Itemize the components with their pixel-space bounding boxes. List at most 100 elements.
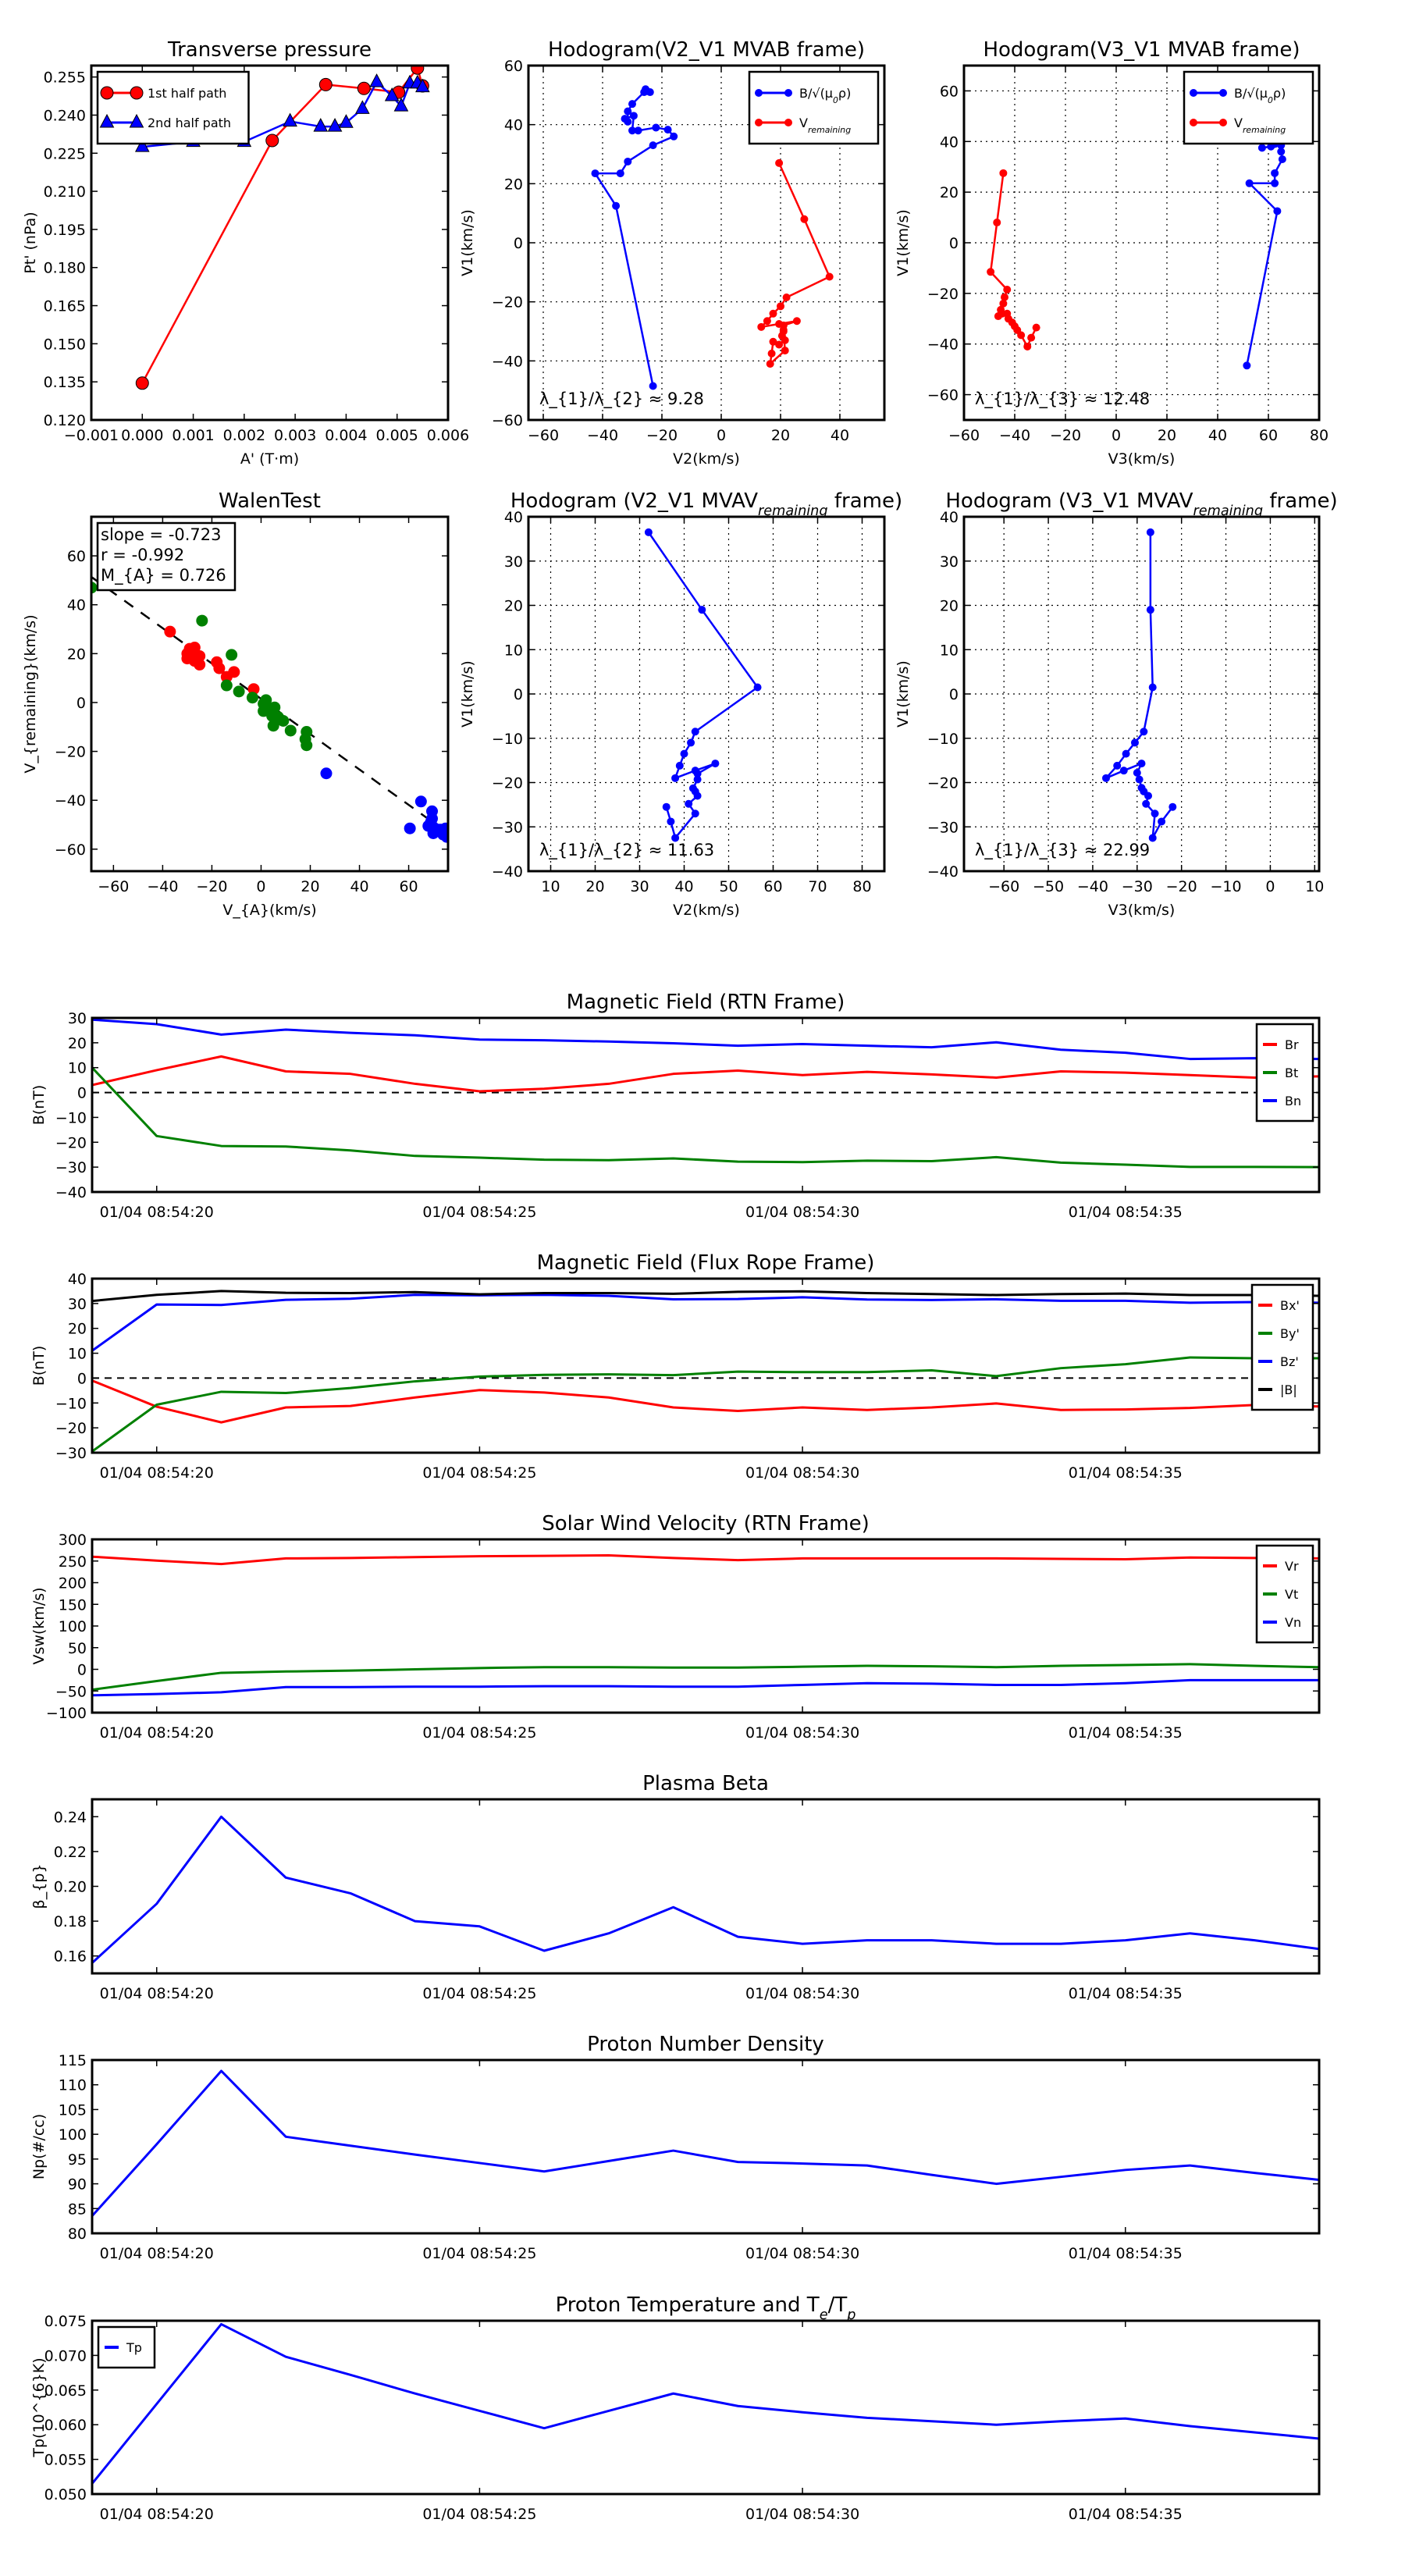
- y-tick-label: −10: [55, 1395, 87, 1412]
- y-axis-label: Pt' (nPa): [22, 212, 39, 273]
- data-point: [1245, 179, 1254, 187]
- y-tick-label: 150: [59, 1596, 87, 1614]
- x-tick-label: 01/04 08:54:20: [100, 2506, 214, 2523]
- data-point: [649, 141, 657, 150]
- data-point: [629, 112, 638, 120]
- x-tick-label: 10: [541, 878, 560, 895]
- y-tick-label: 80: [68, 2226, 87, 2243]
- legend: Vr Vt Vn: [1255, 1544, 1314, 1644]
- y-tick-label: −30: [55, 1445, 87, 1462]
- eigenvalue-ratio-annotation: λ_{1}/λ_{2} ≈ 11.63: [539, 841, 714, 860]
- legend-label: Vr: [1285, 1559, 1299, 1574]
- data-point: [781, 347, 789, 355]
- y-axis-label: Tp(10^{6}K): [30, 2357, 48, 2457]
- chart-title: Hodogram (V2_V1 MVAVremaining frame): [510, 489, 902, 519]
- series-line: [92, 2069, 1319, 2217]
- legend-marker: [100, 86, 114, 100]
- legend-entry: |B|: [1258, 1382, 1297, 1397]
- plasma-beta-chart: 01/04 08:54:20 01/04 08:54:25 01/04 08:54:…: [30, 1772, 1321, 2002]
- data-point: [1148, 683, 1157, 692]
- chart-title: WalenTest: [219, 489, 321, 513]
- data-point: [411, 66, 425, 75]
- legend-label: B/√(μ0ρ): [1234, 86, 1286, 105]
- data-point: [644, 528, 653, 536]
- x-tick-label: −40: [147, 878, 178, 895]
- x-tick-label: 01/04 08:54:30: [745, 1204, 859, 1221]
- x-tick-label: 40: [350, 878, 368, 895]
- x-tick-label: 01/04 08:54:25: [422, 2506, 536, 2523]
- legend-label: Vremaining: [1234, 116, 1286, 135]
- x-tick-label: 40: [831, 427, 849, 444]
- series-red-group: [164, 625, 260, 696]
- series-blue-group: [320, 767, 448, 843]
- hodogram-v2-v1-mvab-chart: −60 −40 −20 0 20 40 −60 −40 −20 0 20 40 60 Hodogram(V…: [459, 38, 886, 468]
- axes-frame: [91, 1538, 1321, 1714]
- x-tick-label: 80: [1310, 427, 1329, 444]
- y-tick-label: −20: [492, 775, 523, 792]
- magnetic-field-flux-rope-chart: 01/04 08:54:20 01/04 08:54:25 01/04 08:54:…: [30, 1251, 1321, 1482]
- fit-line: [91, 576, 448, 834]
- data-point: [369, 73, 384, 87]
- data-point: [1122, 749, 1130, 758]
- legend-marker: [755, 89, 763, 97]
- legend-entry: Bn: [1263, 1094, 1301, 1108]
- data-point: [999, 299, 1008, 308]
- chart-title: Hodogram(V2_V1 MVAB frame): [548, 38, 865, 62]
- data-point: [1146, 606, 1154, 614]
- data-point: [1137, 760, 1146, 768]
- plot-area: [92, 1018, 1319, 1169]
- series-vr: [92, 1554, 1319, 1566]
- y-tick-label: 50: [68, 1640, 87, 1657]
- x-tick-label: 60: [399, 878, 418, 895]
- y-tick-label: 0.135: [44, 374, 86, 391]
- y-tick-label: 100: [59, 1618, 87, 1635]
- data-point: [415, 78, 430, 93]
- data-point: [313, 118, 329, 132]
- x-tick-label: −20: [196, 878, 227, 895]
- y-tick-label: 30: [504, 553, 523, 571]
- data-point: [414, 795, 427, 808]
- data-point: [246, 692, 258, 704]
- data-point: [777, 302, 784, 311]
- y-tick-label: 30: [68, 1010, 87, 1027]
- x-tick-label: 01/04 08:54:30: [745, 1985, 859, 2002]
- x-axis-label: V2(km/s): [673, 450, 740, 468]
- x-axis-label: V3(km/s): [1108, 450, 1176, 468]
- data-point: [258, 705, 270, 717]
- data-point: [987, 268, 995, 276]
- x-tick-label: 0.003: [274, 427, 316, 444]
- data-point: [265, 133, 279, 148]
- y-tick-label: 85: [68, 2201, 87, 2218]
- data-point: [194, 658, 206, 671]
- y-tick-label: 0.060: [44, 2417, 87, 2434]
- y-tick-label: 40: [504, 509, 523, 526]
- data-point: [634, 126, 642, 135]
- data-point: [327, 118, 343, 132]
- data-point: [91, 582, 98, 594]
- x-tick-label: 20: [585, 878, 604, 895]
- y-tick-label: −50: [55, 1683, 87, 1700]
- x-tick-label: 20: [771, 427, 790, 444]
- axes-frame: [91, 1016, 1321, 1194]
- data-point: [1135, 775, 1144, 784]
- x-axis-label: V2(km/s): [673, 902, 740, 919]
- y-tick-label: −40: [927, 863, 959, 881]
- data-point: [652, 123, 660, 132]
- data-point: [691, 809, 699, 818]
- x-tick-label: 20: [301, 878, 319, 895]
- y-tick-label: −30: [492, 819, 523, 836]
- data-point: [782, 293, 791, 301]
- y-tick-label: 0.20: [54, 1879, 87, 1896]
- data-point: [769, 337, 777, 346]
- data-point: [612, 201, 621, 210]
- data-point: [766, 360, 774, 368]
- legend-marker: [130, 86, 144, 100]
- x-tick-label: 01/04 08:54:30: [745, 1464, 859, 1482]
- y-tick-label: −40: [55, 792, 86, 809]
- stats-line: M_{A} = 0.726: [101, 566, 226, 585]
- series-line: [92, 1066, 1319, 1169]
- data-point: [671, 834, 680, 842]
- data-point: [233, 685, 245, 698]
- y-tick-label: −20: [55, 1134, 87, 1151]
- y-tick-label: 0.065: [44, 2382, 87, 2400]
